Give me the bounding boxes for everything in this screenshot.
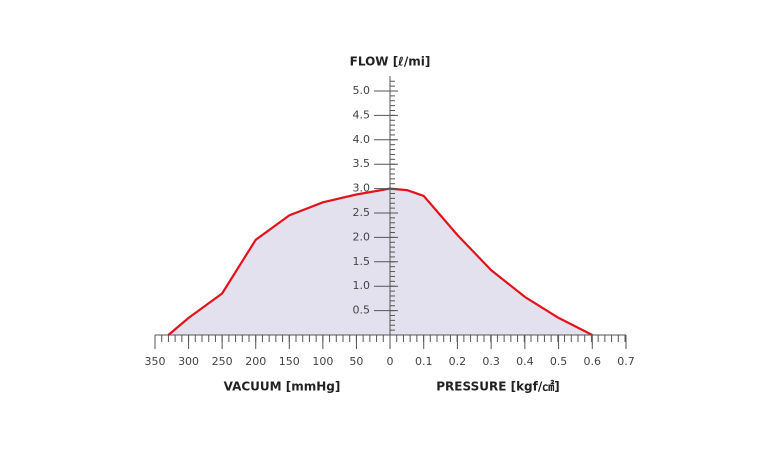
x-tick-label: 100 — [312, 355, 333, 368]
y-tick-label: 1.5 — [353, 255, 371, 268]
x-tick-label: 0.7 — [617, 355, 635, 368]
x-tick-label: 50 — [349, 355, 363, 368]
area-fill — [390, 188, 593, 335]
y-tick-label: 1.0 — [353, 279, 371, 292]
x-tick-label: 300 — [178, 355, 199, 368]
y-tick-label: 5.0 — [353, 84, 371, 97]
flow-line — [167, 187, 391, 336]
y-tick-label: 3.0 — [353, 182, 371, 195]
y-tick-label: 3.5 — [353, 157, 371, 170]
x-tick-label: 0.6 — [584, 355, 602, 368]
x-tick-label: 0.4 — [516, 355, 534, 368]
pressure-axis-label: PRESSURE [kgf/㎠] — [436, 379, 559, 394]
y-tick-label: 0.5 — [353, 304, 371, 317]
x-tick-label: 250 — [212, 355, 233, 368]
chart-title: FLOW [ℓ/mi] — [350, 55, 431, 69]
x-tick-label: 150 — [279, 355, 300, 368]
x-tick-label: 0.2 — [449, 355, 467, 368]
vacuum-axis-label: VACUUM [mmHg] — [224, 380, 341, 394]
y-tick-label: 2.5 — [353, 206, 371, 219]
x-tick-label: 0.1 — [415, 355, 433, 368]
flow-line — [389, 187, 593, 336]
x-tick-label: 0 — [387, 355, 394, 368]
area-fill — [168, 188, 390, 335]
x-tick-label: 200 — [245, 355, 266, 368]
x-tick-label: 0.5 — [550, 355, 568, 368]
y-tick-label: 2.0 — [353, 230, 371, 243]
y-tick-label: 4.5 — [353, 108, 371, 121]
x-tick-label: 0.3 — [482, 355, 500, 368]
y-tick-label: 4.0 — [353, 133, 371, 146]
x-tick-label: 350 — [145, 355, 166, 368]
